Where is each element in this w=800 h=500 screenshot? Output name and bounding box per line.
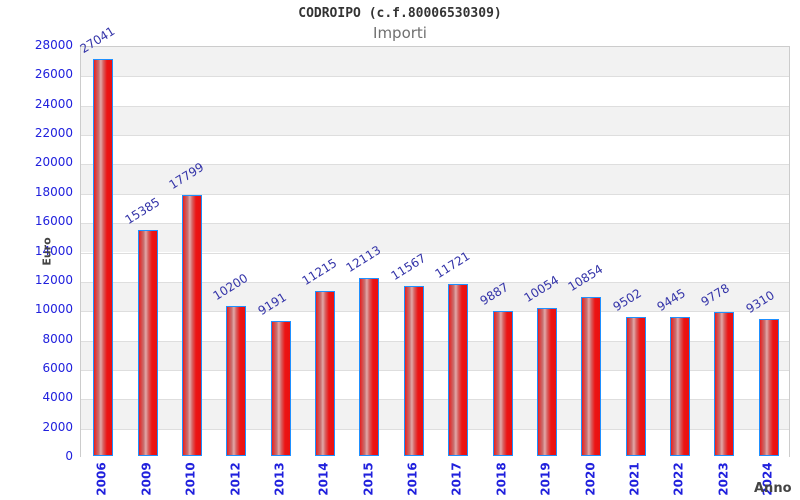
- y-tick-label: 16000: [34, 214, 73, 229]
- grid-band: [81, 164, 789, 194]
- bar-2024: [758, 319, 779, 456]
- y-tick-label: 4000: [42, 390, 73, 405]
- x-tick-text: 2015: [361, 462, 376, 496]
- x-tick-text: 2014: [317, 462, 332, 496]
- x-tick-text: 2017: [450, 462, 465, 496]
- x-tick-text: 2016: [405, 462, 420, 496]
- x-tick-text: 2022: [672, 462, 687, 496]
- y-tick-label: 24000: [34, 96, 73, 111]
- y-tick-label: 12000: [34, 272, 73, 287]
- grid-band: [81, 135, 789, 165]
- bar-2018: [492, 310, 513, 456]
- bar-2021: [625, 316, 646, 456]
- bar-2012: [226, 306, 247, 456]
- x-tick-text: 2010: [183, 462, 198, 496]
- bar-2009: [137, 230, 158, 456]
- y-tick-label: 20000: [34, 155, 73, 170]
- y-tick-label: 10000: [34, 302, 73, 317]
- bar-2023: [714, 312, 735, 456]
- x-tick-text: 2020: [583, 462, 598, 496]
- x-tick-label-2023: 2023: [706, 460, 740, 498]
- y-tick-label: 8000: [42, 331, 73, 346]
- x-tick-label-2014: 2014: [307, 460, 341, 498]
- y-tick-label: 2000: [42, 419, 73, 434]
- plot-area: [80, 46, 790, 458]
- bar-2006: [93, 59, 114, 456]
- x-tick-label-2021: 2021: [618, 460, 652, 498]
- bar-2014: [315, 291, 336, 456]
- chart-subtitle: Importi: [373, 24, 427, 42]
- bar-2019: [536, 308, 557, 456]
- y-tick-label: 0: [65, 449, 73, 463]
- x-tick-text: 2018: [494, 462, 509, 496]
- y-axis-title-text: Euro: [40, 236, 54, 266]
- bar-2013: [270, 321, 291, 456]
- x-tick-label-2018: 2018: [485, 460, 519, 498]
- x-tick-label-2009: 2009: [130, 460, 164, 498]
- bar-2016: [403, 286, 424, 456]
- y-tick-label: 18000: [34, 184, 73, 199]
- x-tick-text: 2019: [538, 462, 553, 496]
- x-tick-text: 2013: [272, 462, 287, 496]
- y-tick-label: 6000: [42, 360, 73, 375]
- chart-title: CODROIPO (c.f.80006530309): [298, 6, 502, 21]
- x-tick-label-2022: 2022: [662, 460, 696, 498]
- bar-2022: [670, 317, 691, 456]
- x-tick-label-2012: 2012: [218, 460, 252, 498]
- bar-2020: [581, 296, 602, 456]
- x-tick-text: 2023: [716, 462, 731, 496]
- x-tick-text: 2009: [139, 462, 154, 496]
- y-tick-label: 22000: [34, 126, 73, 141]
- bar-2017: [448, 283, 469, 456]
- x-tick-label-2015: 2015: [351, 460, 385, 498]
- grid-band: [81, 47, 789, 77]
- y-axis-title: Euro: [34, 228, 60, 274]
- x-tick-label-2010: 2010: [174, 460, 208, 498]
- y-tick-label: 14000: [34, 243, 73, 258]
- y-tick-label: 26000: [34, 67, 73, 82]
- x-tick-text: 2021: [627, 462, 642, 496]
- x-tick-text: 2006: [95, 462, 110, 496]
- x-tick-label-2019: 2019: [529, 460, 563, 498]
- x-tick-label-2017: 2017: [440, 460, 474, 498]
- bar-2010: [181, 194, 202, 456]
- grid-band: [81, 76, 789, 106]
- x-axis-title: Anno: [754, 481, 792, 496]
- bar-2015: [359, 278, 380, 456]
- x-tick-label-2013: 2013: [263, 460, 297, 498]
- grid-band: [81, 105, 789, 136]
- x-tick-label-2006: 2006: [85, 460, 119, 498]
- x-tick-label-2020: 2020: [573, 460, 607, 498]
- x-tick-label-2016: 2016: [396, 460, 430, 498]
- x-tick-text: 2012: [228, 462, 243, 496]
- y-tick-label: 28000: [34, 38, 73, 52]
